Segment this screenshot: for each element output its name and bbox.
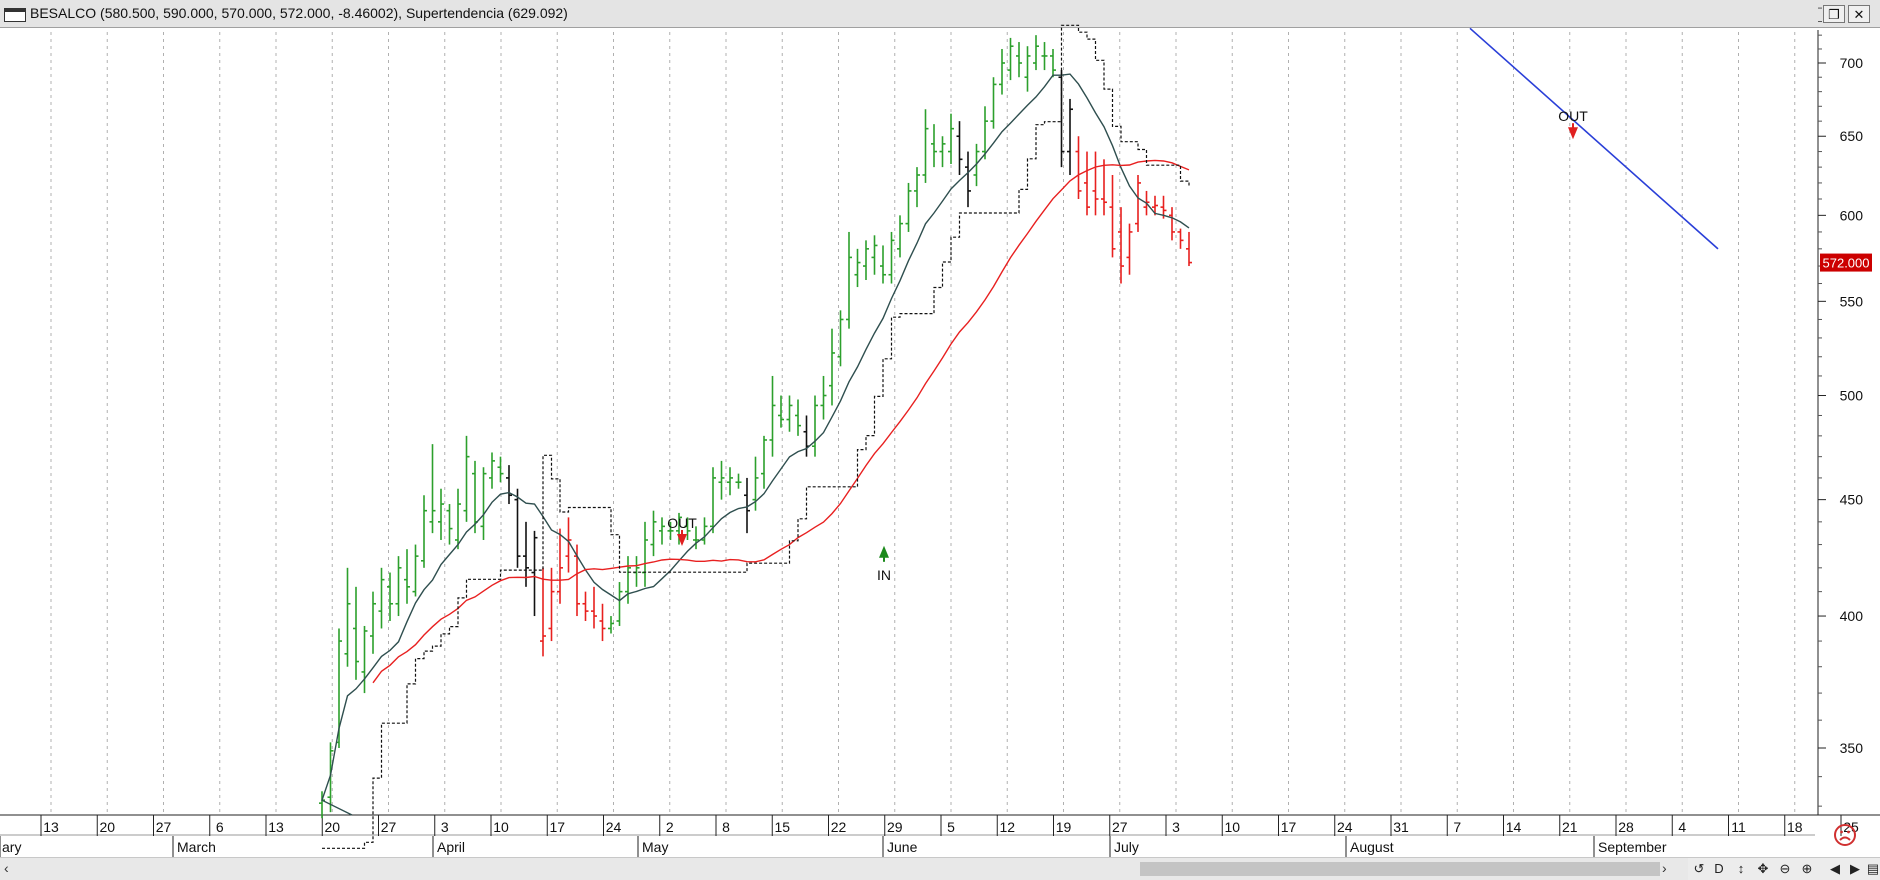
buy-arrow-icon [879, 545, 889, 558]
y-tick-label: 500 [1840, 388, 1864, 404]
y-tick-label: 700 [1840, 55, 1864, 71]
chart-window-icon [4, 8, 26, 22]
vertical-resize-icon[interactable]: ↕ [1737, 861, 1745, 876]
x-tick-label: 3 [1172, 819, 1180, 835]
zoom-out-icon[interactable]: ⊖ [1779, 861, 1791, 876]
x-tick-label: 4 [1678, 819, 1686, 835]
month-label: September [1598, 839, 1667, 855]
month-label: April [437, 839, 465, 855]
horizontal-scrollbar[interactable]: ‹ › [0, 857, 1688, 880]
x-tick-label: 17 [1281, 819, 1297, 835]
supertrend-line [322, 24, 1190, 849]
x-tick-label: 31 [1393, 819, 1409, 835]
x-tick-label: 22 [831, 819, 847, 835]
month-label: ary [2, 839, 21, 855]
restore-button[interactable]: ❐ [1823, 5, 1845, 23]
x-tick-label: 27 [1112, 819, 1128, 835]
y-tick-label: 450 [1840, 492, 1864, 508]
x-tick-label: 21 [1562, 819, 1578, 835]
sad-face-icon[interactable] [1832, 822, 1858, 848]
x-tick-label: 27 [156, 819, 172, 835]
x-tick-label: 14 [1506, 819, 1522, 835]
chart-toolbar: ↺ D ↕ ✥ ⊖ ⊕ ◀ ▶ ▤ [1688, 857, 1880, 880]
x-tick-label: 27 [381, 819, 397, 835]
x-tick-label: 2 [666, 819, 674, 835]
zoom-in-icon[interactable]: ⊕ [1801, 861, 1813, 876]
x-tick-label: 3 [441, 819, 449, 835]
x-tick-label: 7 [1453, 819, 1461, 835]
scroll-right-icon[interactable]: › [1662, 860, 1667, 876]
x-tick-label: 10 [1224, 819, 1240, 835]
y-tick-label: 600 [1840, 207, 1864, 223]
close-button[interactable]: ✕ [1848, 5, 1870, 23]
x-tick-label: 20 [99, 819, 115, 835]
x-tick-label: 10 [493, 819, 509, 835]
signal-label: IN [877, 567, 891, 583]
month-label: July [1114, 839, 1139, 855]
month-label: August [1350, 839, 1394, 855]
plot-area [0, 30, 1818, 815]
scroll-forward-icon[interactable]: ▶ [1850, 861, 1860, 876]
x-tick-label: 5 [947, 819, 955, 835]
sell-arrow-icon [1568, 127, 1578, 140]
month-label: March [177, 839, 216, 855]
window-title: BESALCO (580.500, 590.000, 570.000, 572.… [30, 5, 568, 21]
x-tick-label: 13 [43, 819, 59, 835]
scroll-left-icon[interactable]: ‹ [4, 860, 9, 876]
slow-moving-average-line [372, 159, 1190, 684]
last-price-box [1820, 253, 1872, 272]
daily-icon[interactable]: D [1714, 861, 1724, 876]
move-icon[interactable]: ✥ [1757, 861, 1769, 876]
signal-label: OUT [667, 515, 697, 531]
y-tick-label: 350 [1840, 740, 1864, 756]
trend-line [1469, 27, 1719, 250]
x-tick-label: 17 [549, 819, 565, 835]
x-tick-label: 15 [774, 819, 790, 835]
x-tick-label: 6 [216, 819, 224, 835]
fast-moving-average-line [321, 73, 1190, 816]
month-label: June [887, 839, 918, 855]
window-titlebar: BESALCO (580.500, 590.000, 570.000, 572.… [0, 0, 1880, 28]
y-tick-label: 400 [1840, 608, 1864, 624]
x-tick-label: 24 [606, 819, 622, 835]
price-chart[interactable]: 13 20 27 6 13 20 27 3 10 17 24 2 8 15 22 29 5 12 19 27 3 10 17… [0, 0, 1880, 857]
x-tick-label: 28 [1618, 819, 1634, 835]
sell-arrow-icon [677, 533, 687, 546]
x-tick-label: 18 [1787, 819, 1803, 835]
scroll-back-icon[interactable]: ◀ [1830, 861, 1840, 876]
x-tick-label: 11 [1731, 819, 1746, 835]
month-label: May [642, 839, 668, 855]
refresh-icon[interactable]: ↺ [1693, 861, 1705, 876]
last-price-label: 572.000 [1823, 256, 1870, 271]
y-tick-label: 650 [1840, 128, 1864, 144]
x-tick-label: 19 [1056, 819, 1072, 835]
signal-label: OUT [1558, 108, 1588, 124]
scrollbar-thumb[interactable] [1140, 862, 1660, 876]
x-tick-label: 8 [722, 819, 730, 835]
properties-icon[interactable]: ▤ [1866, 861, 1880, 876]
y-tick-label: 550 [1840, 293, 1864, 309]
x-tick-label: 20 [324, 819, 340, 835]
x-tick-label: 29 [887, 819, 903, 835]
x-tick-label: 13 [268, 819, 284, 835]
x-tick-label: 24 [1337, 819, 1353, 835]
x-tick-label: 12 [999, 819, 1015, 835]
